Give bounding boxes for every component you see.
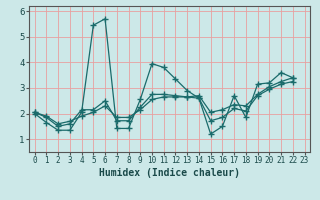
- X-axis label: Humidex (Indice chaleur): Humidex (Indice chaleur): [99, 168, 240, 178]
